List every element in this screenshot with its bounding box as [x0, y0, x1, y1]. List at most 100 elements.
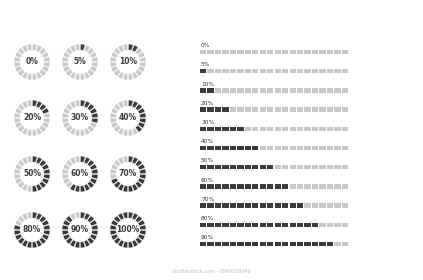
Wedge shape: [118, 240, 124, 247]
Bar: [342, 50, 348, 54]
Bar: [222, 146, 229, 150]
Bar: [222, 127, 229, 131]
Bar: [230, 223, 236, 227]
Wedge shape: [44, 62, 50, 67]
Wedge shape: [132, 240, 138, 247]
Wedge shape: [14, 62, 20, 67]
Wedge shape: [36, 128, 42, 135]
Wedge shape: [140, 57, 146, 62]
Wedge shape: [14, 118, 20, 123]
Wedge shape: [39, 69, 46, 76]
Bar: [297, 184, 303, 189]
Bar: [282, 223, 288, 227]
Wedge shape: [110, 225, 116, 230]
Wedge shape: [80, 44, 85, 50]
Bar: [282, 88, 288, 93]
Wedge shape: [140, 225, 146, 230]
Wedge shape: [75, 44, 80, 50]
Wedge shape: [110, 57, 116, 62]
Wedge shape: [114, 48, 121, 55]
Bar: [222, 107, 229, 112]
Wedge shape: [75, 186, 80, 192]
Wedge shape: [42, 234, 49, 240]
Bar: [267, 184, 273, 189]
Wedge shape: [135, 125, 142, 132]
Wedge shape: [42, 164, 49, 170]
Wedge shape: [27, 156, 32, 162]
Wedge shape: [66, 48, 73, 55]
Wedge shape: [36, 213, 42, 220]
Wedge shape: [42, 66, 49, 72]
Bar: [207, 146, 214, 150]
Bar: [334, 184, 341, 189]
Wedge shape: [75, 242, 80, 248]
Bar: [327, 165, 333, 169]
Bar: [305, 203, 311, 208]
Wedge shape: [63, 52, 70, 58]
Wedge shape: [114, 160, 121, 167]
Bar: [230, 88, 236, 93]
Wedge shape: [42, 122, 49, 128]
Wedge shape: [135, 69, 142, 76]
Wedge shape: [27, 44, 32, 50]
Wedge shape: [63, 108, 70, 114]
Bar: [252, 88, 258, 93]
Wedge shape: [22, 157, 28, 164]
Bar: [200, 184, 206, 189]
Bar: [207, 242, 214, 246]
Wedge shape: [62, 113, 69, 118]
Bar: [282, 50, 288, 54]
Wedge shape: [32, 74, 37, 80]
Wedge shape: [15, 164, 22, 170]
Wedge shape: [62, 57, 69, 62]
Bar: [319, 50, 326, 54]
Bar: [237, 203, 244, 208]
Wedge shape: [42, 220, 49, 226]
Bar: [215, 203, 221, 208]
Bar: [305, 127, 311, 131]
Wedge shape: [91, 174, 98, 179]
Wedge shape: [135, 216, 142, 223]
Bar: [222, 165, 229, 169]
Bar: [289, 165, 296, 169]
Wedge shape: [22, 101, 28, 108]
Bar: [200, 165, 206, 169]
Wedge shape: [90, 66, 97, 72]
Wedge shape: [32, 100, 37, 106]
Wedge shape: [27, 242, 32, 248]
Text: 20%: 20%: [23, 113, 41, 123]
Bar: [305, 146, 311, 150]
Bar: [319, 165, 326, 169]
Wedge shape: [39, 181, 46, 188]
Bar: [230, 203, 236, 208]
Text: 30%: 30%: [71, 113, 89, 123]
Bar: [312, 88, 318, 93]
Bar: [334, 203, 341, 208]
Bar: [237, 165, 244, 169]
Wedge shape: [111, 66, 118, 72]
Bar: [230, 69, 236, 73]
Bar: [222, 69, 229, 73]
Bar: [275, 88, 281, 93]
Wedge shape: [84, 240, 90, 247]
Bar: [312, 127, 318, 131]
Wedge shape: [22, 240, 28, 247]
Text: 80%: 80%: [23, 225, 41, 235]
Wedge shape: [63, 164, 70, 170]
Wedge shape: [44, 118, 50, 123]
Bar: [327, 223, 333, 227]
Bar: [200, 88, 206, 93]
Bar: [245, 88, 251, 93]
Bar: [267, 50, 273, 54]
Wedge shape: [62, 225, 69, 230]
Wedge shape: [18, 69, 25, 76]
Bar: [267, 223, 273, 227]
Wedge shape: [15, 220, 22, 226]
Wedge shape: [42, 52, 49, 58]
Bar: [267, 127, 273, 131]
Bar: [312, 203, 318, 208]
Wedge shape: [15, 178, 22, 184]
Wedge shape: [36, 72, 42, 79]
Bar: [230, 50, 236, 54]
Bar: [334, 69, 341, 73]
